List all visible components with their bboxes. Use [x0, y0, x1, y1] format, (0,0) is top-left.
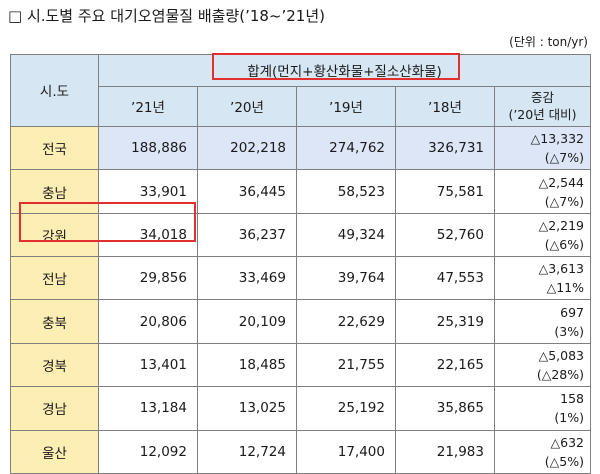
- year-header-2021: ’21년: [98, 85, 198, 127]
- change-percent: △11%: [546, 280, 584, 296]
- value-cell: 13,184: [98, 386, 198, 431]
- change-percent: (3%): [554, 323, 584, 339]
- value-cell: 36,445: [197, 169, 297, 214]
- emissions-table: 시.도 합계(먼지+황산화물+질소산화물) ’21년 ’20년 ’19년 ’18…: [10, 54, 591, 474]
- table-row: 전남 29,856 33,469 39,764 47,553 △3,613 △1…: [10, 256, 591, 301]
- change-percent: (△7%): [544, 193, 584, 209]
- value-cell: 29,856: [98, 256, 198, 301]
- change-percent: (△7%): [544, 150, 584, 166]
- change-percent: (△28%): [536, 367, 584, 382]
- change-header-label: 증감: [530, 90, 554, 106]
- value-cell: 326,731: [395, 125, 495, 171]
- change-percent: (△5%): [544, 453, 584, 469]
- region-column-header: 시.도: [10, 54, 99, 127]
- table-row: 경북 13,401 18,485 21,755 22,165 △5,083 (△…: [10, 342, 591, 388]
- unit-label: (단위 : ton/yr): [509, 35, 588, 49]
- change-amount: △5,083: [538, 348, 584, 363]
- value-cell: 13,401: [98, 342, 198, 388]
- region-cell: 전남: [10, 256, 99, 301]
- value-cell: 75,581: [395, 169, 495, 214]
- table-row: 경남 13,184 13,025 25,192 35,865 158 (1%): [10, 386, 591, 431]
- page-title: □ 시.도별 주요 대기오염물질 배출량(’18~’21년): [8, 7, 325, 25]
- value-cell: 33,469: [197, 256, 297, 301]
- value-cell: 49,324: [296, 212, 396, 258]
- value-cell: 25,192: [296, 386, 396, 431]
- region-cell: 경북: [10, 342, 99, 388]
- change-cell: 158 (1%): [494, 386, 591, 431]
- value-cell: 25,319: [395, 299, 495, 344]
- table-row: 강원 34,018 36,237 49,324 52,760 △2,219 (△…: [10, 212, 591, 258]
- change-amount: △632: [550, 434, 584, 450]
- value-cell: 39,764: [296, 256, 396, 301]
- change-column-header: 증감 (’20년 대비): [494, 85, 591, 127]
- change-amount: △3,613: [538, 261, 584, 277]
- change-cell: △13,332 (△7%): [494, 125, 591, 171]
- change-cell: △2,544 (△7%): [494, 169, 591, 214]
- region-cell: 충북: [10, 299, 99, 344]
- value-cell: 21,755: [296, 342, 396, 388]
- change-cell: △5,083 (△28%): [494, 342, 591, 388]
- value-cell: 188,886: [98, 125, 198, 171]
- region-cell: 강원: [10, 212, 99, 258]
- table-row: 충북 20,806 20,109 22,629 25,319 697 (3%): [10, 299, 591, 344]
- year-header-2018: ’18년: [395, 85, 495, 127]
- change-amount: 158: [560, 391, 584, 407]
- region-cell: 경남: [10, 386, 99, 431]
- group-column-header: 합계(먼지+황산화물+질소산화물): [98, 54, 591, 87]
- year-header-2019: ’19년: [296, 85, 396, 127]
- change-amount: △13,332: [530, 131, 584, 147]
- change-percent: (△6%): [544, 236, 584, 252]
- value-cell: 33,901: [98, 169, 198, 214]
- change-cell: 697 (3%): [494, 299, 591, 344]
- value-cell: 58,523: [296, 169, 396, 214]
- value-cell: 20,806: [98, 299, 198, 344]
- value-cell: 274,762: [296, 125, 396, 171]
- value-cell: 22,629: [296, 299, 396, 344]
- value-cell: 34,018: [98, 212, 198, 258]
- change-cell: △2,219 (△6%): [494, 212, 591, 258]
- value-cell: 22,165: [395, 342, 495, 388]
- value-cell: 36,237: [197, 212, 297, 258]
- change-amount: △2,544: [538, 174, 584, 190]
- table-row: 전국 188,886 202,218 274,762 326,731 △13,3…: [10, 125, 591, 171]
- value-cell: 20,109: [197, 299, 297, 344]
- value-cell: 52,760: [395, 212, 495, 258]
- value-cell: 18,485: [197, 342, 297, 388]
- table-row: 충남 33,901 36,445 58,523 75,581 △2,544 (△…: [10, 169, 591, 214]
- value-cell: 202,218: [197, 125, 297, 171]
- region-cell: 충남: [10, 169, 99, 214]
- change-header-sub: (’20년 대비): [508, 107, 577, 123]
- value-cell: 35,865: [395, 386, 495, 431]
- change-cell: △3,613 △11%: [494, 256, 591, 301]
- year-header-2020: ’20년: [197, 85, 297, 127]
- change-percent: (1%): [554, 410, 584, 426]
- value-cell: 13,025: [197, 386, 297, 431]
- change-amount: 697: [560, 304, 584, 320]
- region-cell: 전국: [10, 125, 99, 171]
- change-amount: △2,219: [538, 217, 584, 233]
- value-cell: 47,553: [395, 256, 495, 301]
